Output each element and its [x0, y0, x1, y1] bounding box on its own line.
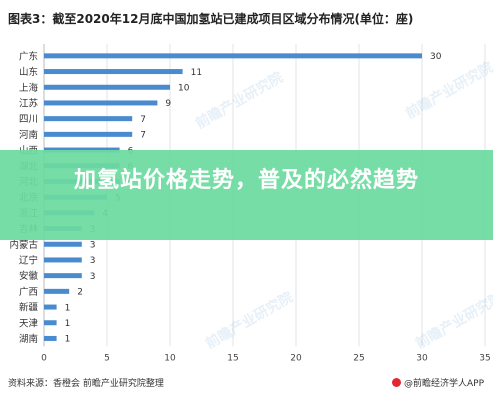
category-label-16: 新疆 — [19, 302, 39, 314]
bar-4 — [44, 116, 133, 122]
data-label-12: 3 — [90, 240, 96, 250]
bar-14 — [44, 273, 82, 279]
data-label-5: 7 — [140, 131, 146, 141]
data-label-13: 3 — [90, 256, 96, 266]
category-label-17: 天津 — [19, 318, 39, 329]
data-label-14: 3 — [90, 272, 96, 282]
bar-1 — [44, 69, 183, 75]
category-label-15: 广西 — [19, 286, 38, 298]
brand-logo-icon — [392, 378, 401, 387]
data-label-17: 1 — [65, 319, 71, 329]
bar-3 — [44, 100, 158, 106]
source-note: 资料来源：香橙会 前瞻产业研究院整理 — [8, 379, 164, 389]
data-label-2: 10 — [178, 83, 190, 93]
data-label-1: 11 — [191, 68, 202, 78]
x-tick-label-3: 15 — [227, 353, 238, 363]
bar-5 — [44, 131, 133, 137]
data-label-0: 30 — [430, 52, 442, 62]
x-tick-label-4: 20 — [290, 353, 302, 363]
data-label-3: 9 — [165, 99, 171, 109]
bar-2 — [44, 84, 170, 90]
data-label-4: 7 — [140, 115, 146, 125]
category-label-5: 河南 — [19, 129, 38, 141]
category-label-3: 江苏 — [19, 97, 39, 109]
chart-title: 图表3：截至2020年12月底中国加氢站已建成项目区域分布情况(单位：座) — [8, 12, 414, 26]
bar-18 — [44, 335, 57, 341]
x-tick-label-5: 25 — [353, 353, 364, 363]
bar-13 — [44, 257, 82, 263]
category-label-1: 山东 — [19, 66, 38, 78]
banner-overlay: 加氢站价格走势，普及的必然趋势 — [0, 150, 493, 240]
bar-15 — [44, 288, 70, 294]
x-tick-label-7: 35 — [479, 353, 490, 363]
category-label-14: 安徽 — [19, 270, 39, 282]
x-tick-label-1: 5 — [104, 353, 110, 363]
brand-text: @前瞻经济学人APP — [404, 379, 485, 389]
bar-16 — [44, 304, 57, 310]
category-label-13: 辽宁 — [19, 254, 38, 266]
brand-mark: @前瞻经济学人APP — [392, 376, 484, 389]
data-label-18: 1 — [65, 335, 71, 345]
category-label-12: 内蒙古 — [9, 239, 38, 251]
banner-text: 加氢站价格走势，普及的必然趋势 — [73, 168, 419, 193]
category-label-0: 广东 — [19, 50, 38, 62]
bar-0 — [44, 53, 422, 59]
category-label-2: 上海 — [19, 82, 39, 94]
data-label-16: 1 — [65, 303, 71, 313]
x-tick-label-6: 30 — [416, 353, 428, 363]
bar-12 — [44, 241, 82, 247]
category-label-4: 四川 — [19, 114, 38, 125]
x-tick-label-0: 0 — [41, 353, 47, 363]
bar-17 — [44, 320, 57, 326]
category-label-18: 湖南 — [19, 333, 38, 345]
x-tick-label-2: 10 — [164, 353, 176, 363]
data-label-15: 2 — [77, 288, 83, 298]
